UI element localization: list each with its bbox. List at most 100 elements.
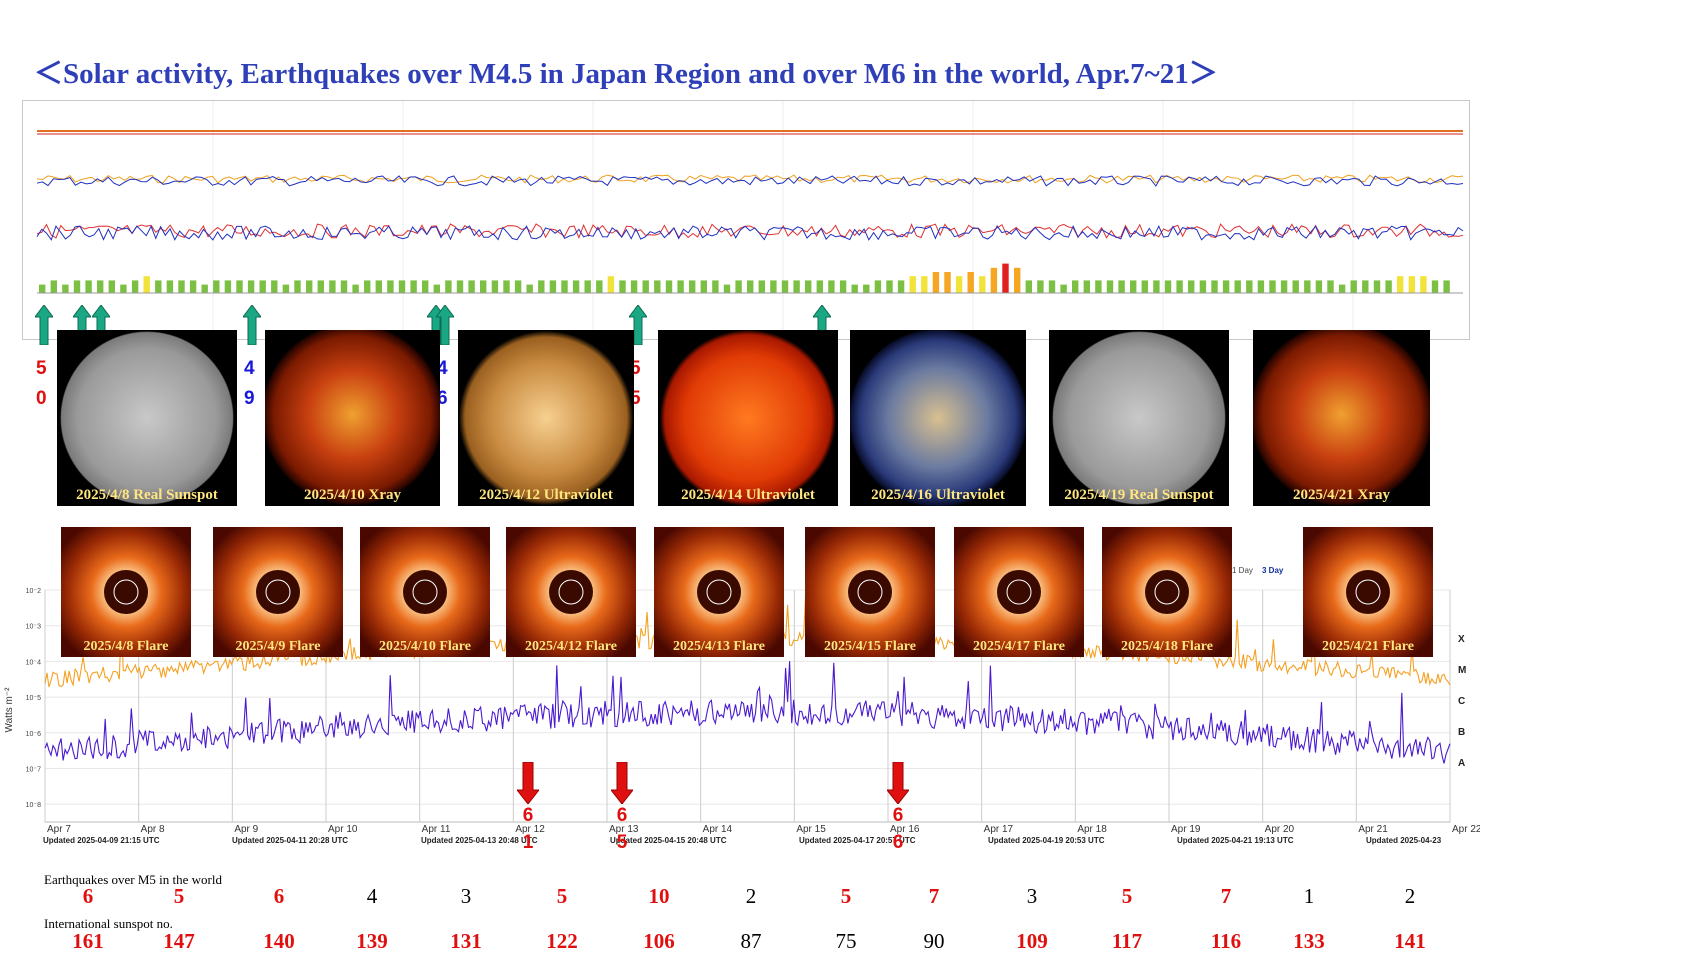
kp-bar [828, 280, 835, 293]
sun-image-caption: 2025/4/16 Ultraviolet [871, 487, 1005, 503]
kp-bar [468, 280, 475, 293]
world-eq-count: 3 [460, 884, 472, 908]
kp-bar [1025, 280, 1032, 293]
kp-bar [723, 284, 731, 293]
corona-graphic [360, 527, 490, 657]
world-eq-count: 5 [173, 884, 185, 908]
world-eq-count: 6 [273, 884, 285, 908]
goes-x-tick: Apr 14 [703, 824, 733, 835]
kp-bar [630, 280, 638, 293]
kp-bar [955, 276, 963, 293]
kp-bar [282, 284, 290, 293]
world-eq-count: 6 [82, 884, 94, 908]
kp-bar [1408, 276, 1415, 293]
world-eq-magnitude-dec: 5 [616, 832, 628, 853]
goes-class-label: M [1458, 665, 1466, 676]
japan-eq-magnitude-int: 5 [36, 358, 47, 379]
sunspot-count: 116 [1210, 929, 1242, 953]
kp-bar [491, 280, 499, 293]
goes-x-tick: Apr 19 [1171, 824, 1201, 835]
sunspot-count: 117 [1111, 929, 1143, 953]
electron-flux-blue [36, 175, 1464, 187]
kp-bar [654, 280, 661, 293]
flare-image-caption: 2025/4/12 Flare [525, 639, 617, 654]
lasco-flare-image: 2025/4/18 Flare [1102, 527, 1232, 657]
kp-bar [422, 280, 429, 293]
kp-bar [1443, 280, 1450, 293]
kp-bar [271, 280, 278, 293]
kp-bar [387, 280, 394, 293]
kp-bar [944, 272, 951, 293]
kp-bar [364, 280, 371, 293]
corona-graphic [654, 527, 784, 657]
world-eq-count: 2 [745, 884, 757, 908]
kp-bar [120, 284, 127, 293]
corona-graphic [61, 527, 191, 657]
kp-bar [990, 267, 998, 293]
kp-bar [677, 280, 684, 293]
sunspot-count: 133 [1293, 929, 1325, 953]
goes-updated-label: Updated 2025-04-19 20:53 UTC [988, 836, 1105, 845]
kp-bar [642, 280, 649, 293]
kp-bar [1188, 280, 1195, 293]
goes-x-tick: Apr 15 [796, 824, 826, 835]
sun-image-caption: 2025/4/10 Xray [303, 487, 402, 503]
kp-bar [189, 280, 197, 293]
kp-bar [317, 280, 324, 293]
kp-bar [1118, 280, 1125, 293]
goes-y-tick: 10⁻7 [26, 766, 41, 773]
kp-bar [166, 280, 174, 293]
corona-graphic [805, 527, 935, 657]
kp-bar [712, 280, 719, 293]
world-eq-count: 5 [556, 884, 568, 908]
japan-eq-magnitude-int: 5 [630, 358, 641, 379]
kp-bar [1199, 280, 1207, 293]
kp-bar [398, 280, 406, 293]
kp-bar [1246, 280, 1253, 293]
kp-bar [236, 280, 243, 293]
lasco-flare-image: 2025/4/21 Flare [1303, 527, 1433, 657]
sunspot-count: 109 [1016, 929, 1048, 953]
japan-eq-magnitude-dec: 5 [630, 388, 641, 409]
kp-bar [1002, 263, 1009, 293]
kp-bar [259, 280, 266, 293]
world-eq-label: Earthquakes over M5 in the world [44, 872, 222, 887]
corona-graphic [213, 527, 343, 657]
goes-updated-label: Updated 2025-04-11 20:28 UTC [232, 836, 348, 845]
kp-bar [410, 280, 417, 293]
kp-bar [1420, 276, 1427, 293]
sunspot-count: 106 [643, 929, 675, 953]
kp-bar [97, 280, 104, 293]
world-eq-magnitude-int: 6 [522, 805, 534, 826]
kp-bar [1176, 280, 1183, 293]
kp-bar [178, 280, 185, 293]
kp-bar [306, 280, 313, 293]
kp-bar [1095, 280, 1102, 293]
kp-bar [770, 280, 777, 293]
sun-image: 2025/4/8 Real Sunspot [57, 330, 237, 506]
kp-bar [805, 280, 812, 293]
kp-bar [131, 280, 139, 293]
kp-bar [758, 280, 765, 293]
goes-updated-label: Updated 2025-04-09 21:15 UTC [43, 836, 160, 845]
kp-bar [700, 280, 707, 293]
kp-bar [689, 280, 696, 293]
goes-x-tick: Apr 7 [47, 824, 71, 835]
kp-bar [1315, 280, 1323, 293]
kp-bar [1362, 280, 1369, 293]
kp-bar [839, 280, 847, 293]
kp-bar [816, 280, 823, 293]
kp-bar [665, 280, 673, 293]
corona-graphic [506, 527, 636, 657]
flare-image-caption: 2025/4/9 Flare [235, 639, 321, 654]
page-title: ＜Solar activity, Earthquakes over M4.5 i… [34, 58, 1218, 90]
sunspot-count: 140 [263, 929, 295, 953]
kp-bar [1048, 280, 1056, 293]
kp-bar [538, 280, 545, 293]
sun-image: 2025/4/12 Ultraviolet [458, 330, 634, 506]
solar-wind-panel [22, 100, 1470, 340]
kp-bar [1222, 280, 1230, 293]
kp-bar [874, 280, 882, 293]
world-eq-count: 5 [840, 884, 852, 908]
sunspot-count: 161 [72, 929, 104, 953]
